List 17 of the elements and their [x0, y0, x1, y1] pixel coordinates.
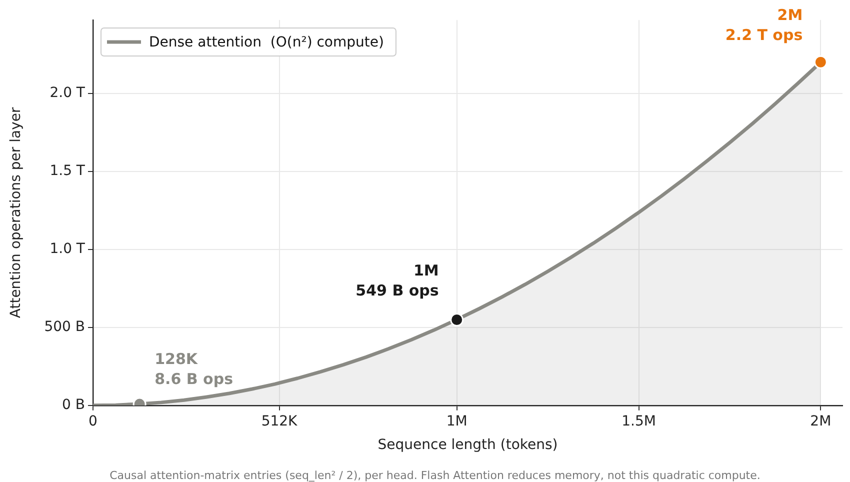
y-tick-label: 0 B — [62, 397, 85, 414]
x-tick-label: 512K — [261, 413, 298, 430]
x-tick-label: 1M — [446, 413, 468, 430]
annotation: 1M 549 B ops — [356, 262, 439, 300]
text: Causal attention-matrix entries (seq_len² / 2), per head. Flash Attention reduces memory, not this quadratic compute. — [110, 468, 760, 482]
x-tick-label: 2M — [810, 413, 832, 430]
legend-label: Dense attention (O(n²) compute) — [149, 34, 384, 51]
annotation: 2M 2.2 T ops — [725, 6, 803, 44]
annotation: 128K 8.6 B ops — [154, 350, 234, 388]
y-tick-label: 2.0 T — [50, 84, 86, 101]
y-tick-label: 1.5 T — [50, 162, 86, 179]
y-axis-title: Attention operations per layer — [8, 107, 24, 318]
x-tick-label: 0 — [88, 413, 98, 430]
y-tick-label: 500 B — [44, 319, 85, 336]
y-tick-label: 1.0 T — [50, 241, 86, 258]
x-tick-label: 1.5M — [622, 413, 656, 430]
x-axis-title: Sequence length (tokens) — [378, 437, 558, 454]
